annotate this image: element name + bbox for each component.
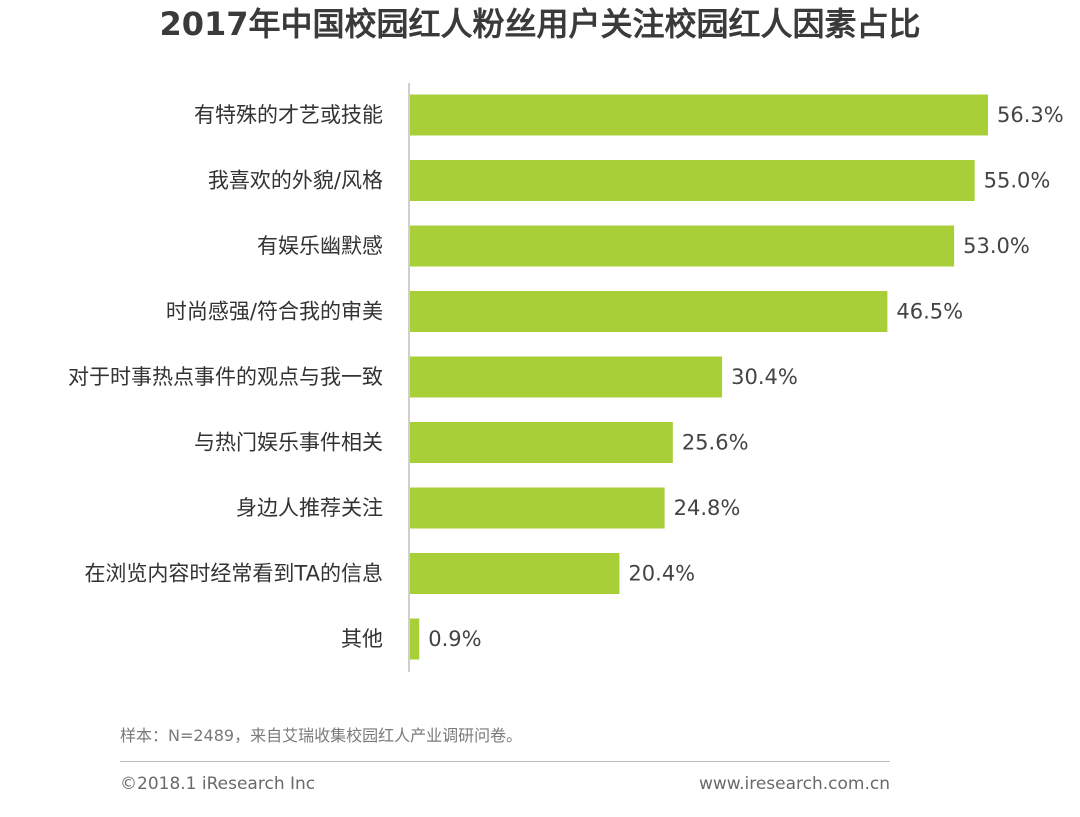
category-label-6: 身边人推荐关注 <box>236 496 383 520</box>
bar-8 <box>410 618 420 660</box>
bar-7 <box>410 553 620 594</box>
bars-group <box>410 94 988 660</box>
value-labels-group: 56.3% 55.0% 53.0% 46.5% 30.4% 25.6% 24.8% 20.4%… <box>428 103 1063 651</box>
sample-note: 样本：N=2489，来自艾瑞收集校园红人产业调研问卷。 <box>120 726 523 745</box>
value-label-8: 0.9% <box>428 627 481 651</box>
value-label-3: 46.5% <box>896 300 963 324</box>
bar-5 <box>410 422 673 463</box>
bar-3 <box>410 291 888 332</box>
category-label-0: 有特殊的才艺或技能 <box>194 103 383 127</box>
chart-title: 2017年中国校园红人粉丝用户关注校园红人因素占比 <box>159 5 921 43</box>
copyright-text: ©2018.1 iResearch Inc <box>120 774 316 794</box>
value-label-7: 20.4% <box>628 562 695 586</box>
category-label-2: 有娱乐幽默感 <box>257 234 383 258</box>
value-label-4: 30.4% <box>731 365 798 389</box>
bar-0 <box>410 94 988 136</box>
category-label-4: 对于时事热点事件的观点与我一致 <box>68 365 383 389</box>
website-link[interactable]: www.iresearch.com.cn <box>698 774 890 794</box>
category-label-3: 时尚感强/符合我的审美 <box>166 300 383 324</box>
bar-chart: 有特殊的才艺或技能我喜欢的外貌/风格有娱乐幽默感时尚感强/符合我的审美对于时事热… <box>68 83 1064 672</box>
value-label-6: 24.8% <box>674 496 741 520</box>
value-label-5: 25.6% <box>682 431 749 455</box>
category-label-1: 我喜欢的外貌/风格 <box>208 169 383 193</box>
bar-6 <box>410 487 665 529</box>
value-label-1: 55.0% <box>984 169 1051 193</box>
category-labels-group: 有特殊的才艺或技能我喜欢的外貌/风格有娱乐幽默感时尚感强/符合我的审美对于时事热… <box>68 103 383 651</box>
category-label-7: 在浏览内容时经常看到TA的信息 <box>84 562 383 586</box>
category-label-5: 与热门娱乐事件相关 <box>194 431 383 455</box>
bar-1 <box>410 160 975 201</box>
category-label-8: 其他 <box>341 627 383 651</box>
value-label-2: 53.0% <box>963 234 1030 258</box>
value-label-0: 56.3% <box>997 103 1064 127</box>
bar-4 <box>410 356 723 398</box>
footer-divider <box>120 761 890 762</box>
bar-2 <box>410 225 955 267</box>
